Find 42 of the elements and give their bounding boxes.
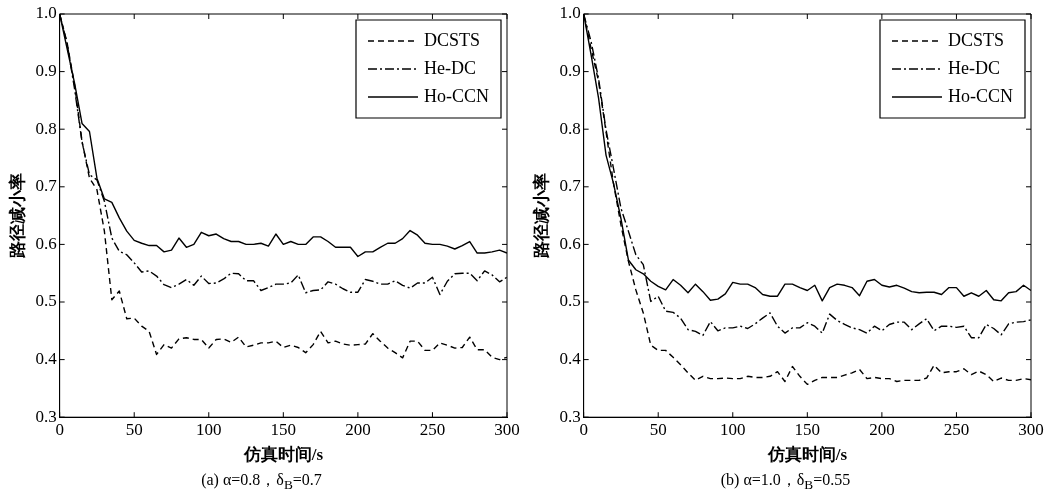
y-axis-title: 路径减小率: [531, 173, 551, 260]
y-tick-label: 0.7: [35, 176, 58, 196]
x-tick-label: 300: [494, 419, 520, 439]
x-axis-title: 仿真时间/s: [242, 445, 324, 465]
legend-label: Ho-CCN: [424, 85, 490, 106]
y-tick-label: 0.7: [559, 176, 582, 196]
y-tick-label: 0.9: [35, 61, 57, 81]
x-tick-label: 100: [720, 419, 746, 439]
y-tick-label: 0.6: [35, 233, 57, 253]
y-tick-label: 1.0: [35, 3, 57, 23]
x-tick-label: 200: [869, 419, 895, 439]
y-tick-label: 0.5: [35, 291, 57, 311]
y-tick-label: 0.9: [559, 61, 581, 81]
x-tick-label: 150: [794, 419, 821, 439]
y-tick-label: 0.4: [559, 349, 582, 369]
y-tick-label: 0.6: [559, 233, 581, 253]
legend-label: He-DC: [424, 57, 476, 78]
y-tick-label: 0.5: [559, 291, 581, 311]
x-tick-label: 0: [579, 419, 588, 439]
x-tick-label: 0: [55, 419, 64, 439]
x-tick-label: 50: [125, 419, 143, 439]
x-tick-label: 150: [270, 419, 297, 439]
x-tick-label: 250: [419, 419, 446, 439]
text: (a) α=0.8，δ$_{B}$=0.7: [200, 470, 323, 494]
legend-label: DCSTS: [948, 29, 1005, 50]
legend-label: He-DC: [948, 57, 1000, 78]
y-tick-label: 0.8: [559, 118, 581, 138]
y-tick-label: 0.3: [35, 406, 57, 426]
y-tick-label: 0.3: [559, 406, 581, 426]
legend-label: DCSTS: [424, 29, 481, 50]
x-axis-title: 仿真时间/s: [766, 445, 848, 465]
x-tick-label: 200: [345, 419, 371, 439]
legend-label: Ho-CCN: [948, 85, 1014, 106]
x-tick-label: 250: [943, 419, 970, 439]
y-tick-label: 1.0: [559, 3, 581, 23]
x-tick-label: 100: [196, 419, 222, 439]
x-tick-label: 50: [649, 419, 667, 439]
y-tick-label: 0.4: [35, 349, 58, 369]
y-axis-title: 路径减小率: [7, 173, 27, 260]
x-tick-label: 300: [1018, 419, 1044, 439]
y-tick-label: 0.8: [35, 118, 57, 138]
text: (b) α=1.0，δ$_{B}$=0.55: [719, 470, 852, 494]
